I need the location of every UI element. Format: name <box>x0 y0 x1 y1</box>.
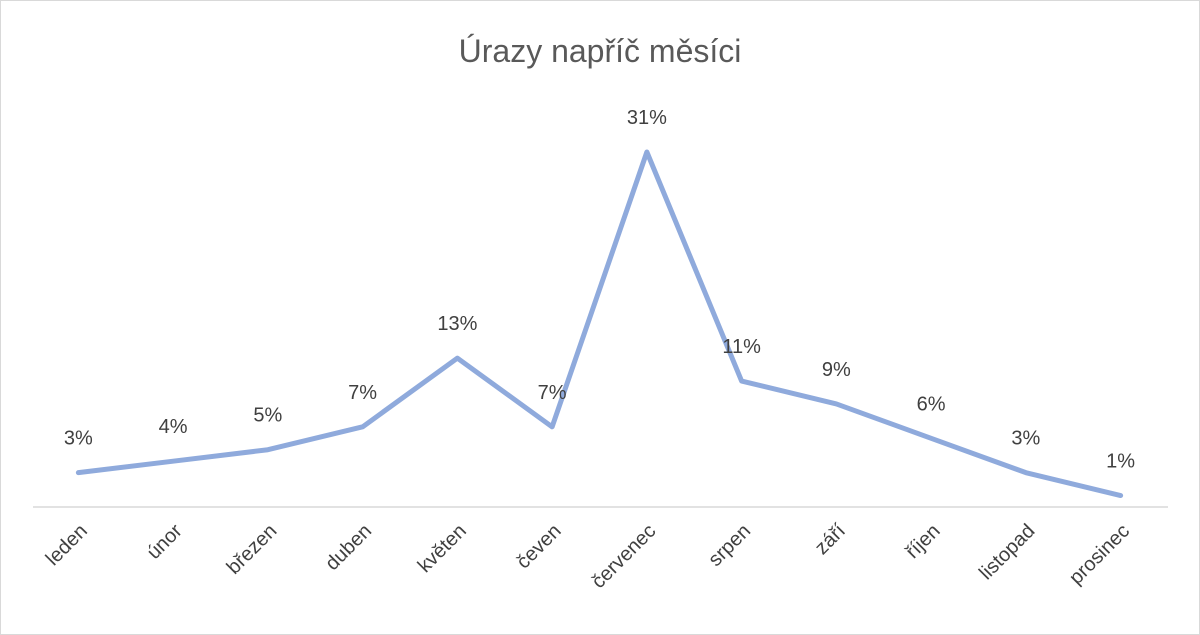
data-label: 3% <box>64 428 93 450</box>
data-label: 3% <box>1011 428 1040 450</box>
chart-title: Úrazy napříč měsíci <box>459 33 742 69</box>
data-label: 11% <box>722 336 761 358</box>
data-label: 7% <box>538 382 567 404</box>
data-label: 6% <box>917 393 946 415</box>
data-label: 5% <box>253 405 282 427</box>
data-label: 4% <box>159 416 188 438</box>
data-label: 1% <box>1106 451 1135 473</box>
line-series <box>75 149 1124 499</box>
data-label: 13% <box>437 313 477 335</box>
data-label: 7% <box>348 382 377 404</box>
data-label: 31% <box>627 107 667 129</box>
data-label: 9% <box>822 359 851 381</box>
